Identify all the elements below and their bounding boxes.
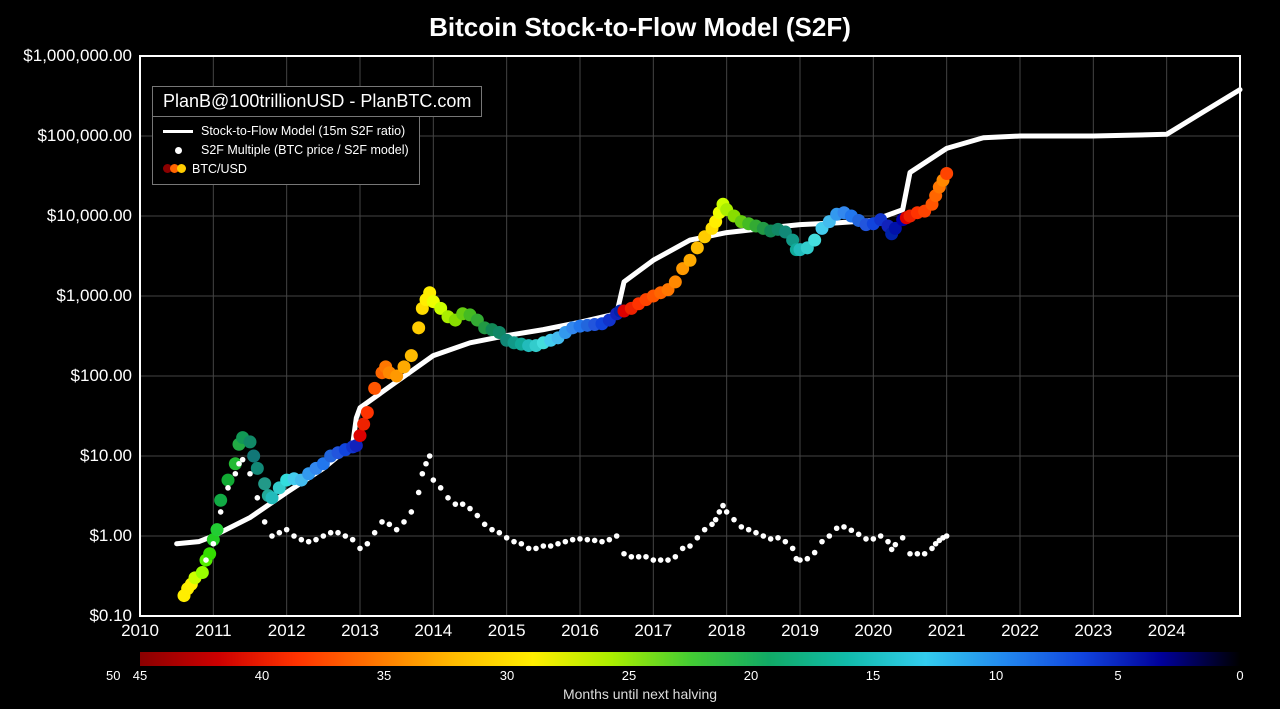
x-tick-label: 2015 <box>488 621 526 641</box>
legend-row-multiple: S2F Multiple (BTC price / S2F model) <box>163 141 409 160</box>
legend-multiple-label: S2F Multiple (BTC price / S2F model) <box>201 141 409 160</box>
gradient-tick-label: 20 <box>744 668 758 683</box>
x-tick-label: 2011 <box>195 621 232 641</box>
x-tick-label: 2021 <box>928 621 966 641</box>
gradient-tick-label: 35 <box>377 668 391 683</box>
legend-dot-white-icon <box>175 147 182 154</box>
y-tick-label: $100,000.00 <box>37 126 132 146</box>
gradient-tick-label: 30 <box>500 668 514 683</box>
attribution-box: PlanB@100trillionUSD - PlanBTC.com <box>152 86 482 117</box>
x-tick-label: 2020 <box>854 621 892 641</box>
gradient-tick-label: 0 <box>1236 668 1243 683</box>
x-tick-label: 2022 <box>1001 621 1039 641</box>
color-gradient-bar <box>140 652 1240 666</box>
x-tick-label: 2024 <box>1148 621 1186 641</box>
gradient-tick-label: 15 <box>866 668 880 683</box>
x-tick-label: 2010 <box>121 621 159 641</box>
gradient-tick-label: 40 <box>255 668 269 683</box>
legend-line-icon <box>163 130 193 133</box>
gradient-tick-label: 5 <box>1114 668 1121 683</box>
legend-model-label: Stock-to-Flow Model (15m S2F ratio) <box>201 122 405 141</box>
x-tick-label: 2017 <box>634 621 672 641</box>
legend-box: Stock-to-Flow Model (15m S2F ratio) S2F … <box>152 116 420 185</box>
gradient-tick-label: 50 <box>106 668 120 683</box>
x-tick-label: 2012 <box>268 621 306 641</box>
gradient-tick-label: 10 <box>989 668 1003 683</box>
x-tick-label: 2016 <box>561 621 599 641</box>
legend-row-model: Stock-to-Flow Model (15m S2F ratio) <box>163 122 409 141</box>
legend-price-label: BTC/USD <box>192 160 247 179</box>
gradient-tick-label: 25 <box>622 668 636 683</box>
legend-dot-multi-icon <box>163 164 184 173</box>
x-tick-label: 2014 <box>414 621 452 641</box>
x-tick-label: 2013 <box>341 621 379 641</box>
chart-plot-area: PlanB@100trillionUSD - PlanBTC.com Stock… <box>140 56 1240 616</box>
y-tick-label: $10.00 <box>80 446 132 466</box>
y-tick-label: $1,000,000.00 <box>23 46 132 66</box>
y-tick-label: $10,000.00 <box>47 206 132 226</box>
x-tick-label: 2019 <box>781 621 819 641</box>
x-tick-label: 2018 <box>708 621 746 641</box>
legend-row-price: BTC/USD <box>163 160 409 179</box>
x-tick-label: 2023 <box>1074 621 1112 641</box>
y-tick-label: $1,000.00 <box>56 286 132 306</box>
gradient-tick-label: 45 <box>133 668 147 683</box>
y-tick-label: $100.00 <box>71 366 132 386</box>
y-tick-label: $1.00 <box>89 526 132 546</box>
gradient-title: Months until next halving <box>563 686 717 702</box>
chart-title: Bitcoin Stock-to-Flow Model (S2F) <box>0 0 1280 49</box>
